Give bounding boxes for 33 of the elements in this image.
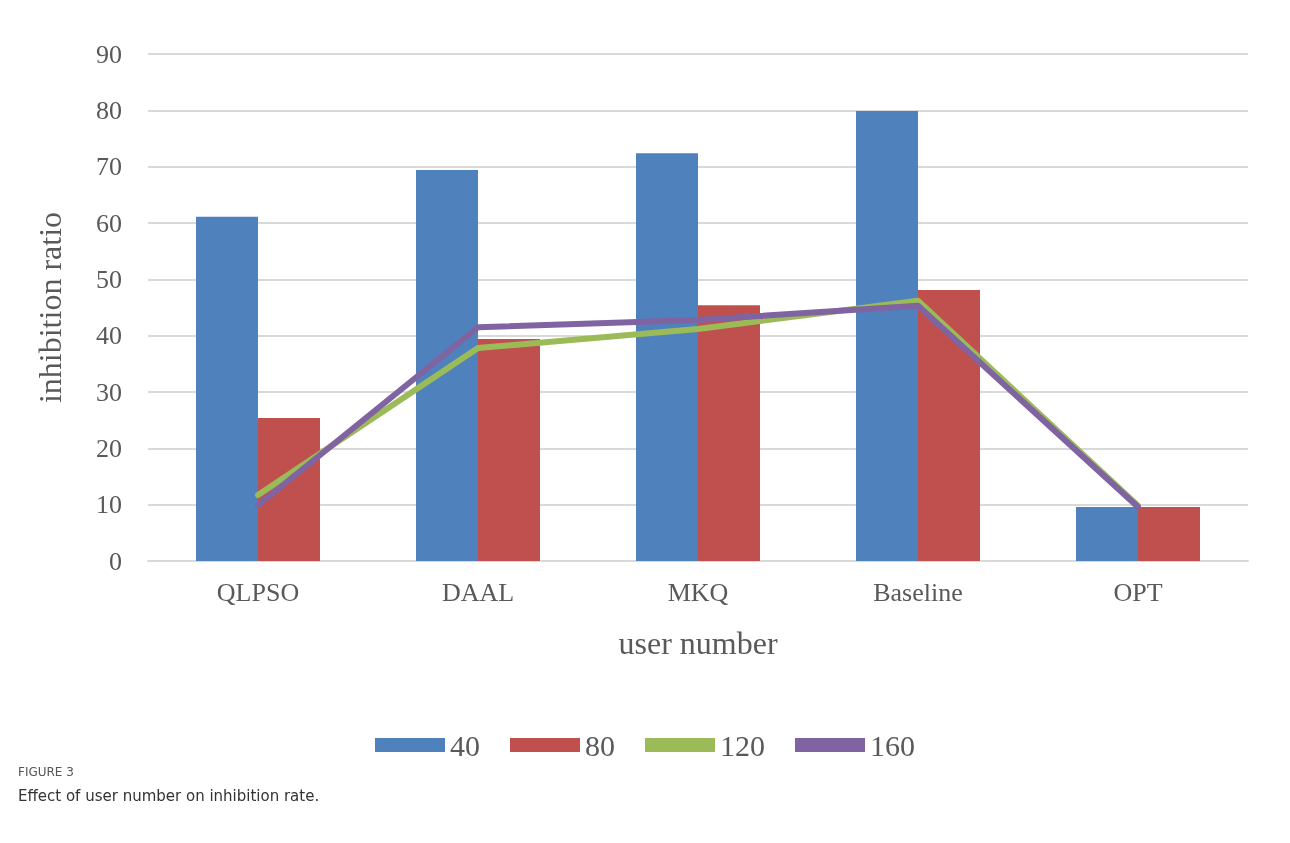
legend-label: 80 bbox=[585, 728, 615, 762]
bar bbox=[636, 153, 698, 561]
y-tick-label: 20 bbox=[96, 433, 122, 463]
x-axis-title: user number bbox=[618, 625, 778, 661]
y-tick-label: 0 bbox=[109, 546, 122, 576]
bar bbox=[478, 339, 540, 561]
y-tick-label: 50 bbox=[96, 264, 122, 294]
y-tick-label: 90 bbox=[96, 39, 122, 69]
x-tick-label: Baseline bbox=[873, 577, 963, 607]
text: Effect of user number on inhibition rate. bbox=[18, 786, 320, 805]
bar bbox=[258, 417, 320, 561]
y-tick-label: 60 bbox=[96, 208, 122, 238]
x-tick-label: DAAL bbox=[441, 577, 515, 607]
y-axis-title: inhibition ratio bbox=[32, 211, 68, 404]
legend-label: 120 bbox=[720, 728, 765, 762]
bar bbox=[698, 305, 760, 561]
x-tick-label: OPT bbox=[1113, 577, 1163, 607]
y-tick-label: 30 bbox=[96, 377, 122, 407]
legend-label: 160 bbox=[870, 728, 915, 762]
bar bbox=[416, 170, 478, 561]
bar bbox=[1138, 506, 1200, 561]
legend-label: 40 bbox=[450, 728, 480, 762]
bar bbox=[856, 110, 918, 561]
y-tick-label: 70 bbox=[96, 152, 122, 182]
y-tick-label: 40 bbox=[96, 321, 122, 351]
x-tick-label: MKQ bbox=[667, 577, 729, 607]
bar bbox=[1076, 506, 1138, 561]
bar bbox=[918, 290, 980, 561]
y-tick-label: 10 bbox=[96, 490, 122, 520]
caption: FIGURE 3 bbox=[18, 765, 74, 779]
x-tick-label: QLPSO bbox=[216, 577, 300, 607]
bar bbox=[196, 216, 258, 561]
y-tick-label: 80 bbox=[96, 95, 122, 125]
